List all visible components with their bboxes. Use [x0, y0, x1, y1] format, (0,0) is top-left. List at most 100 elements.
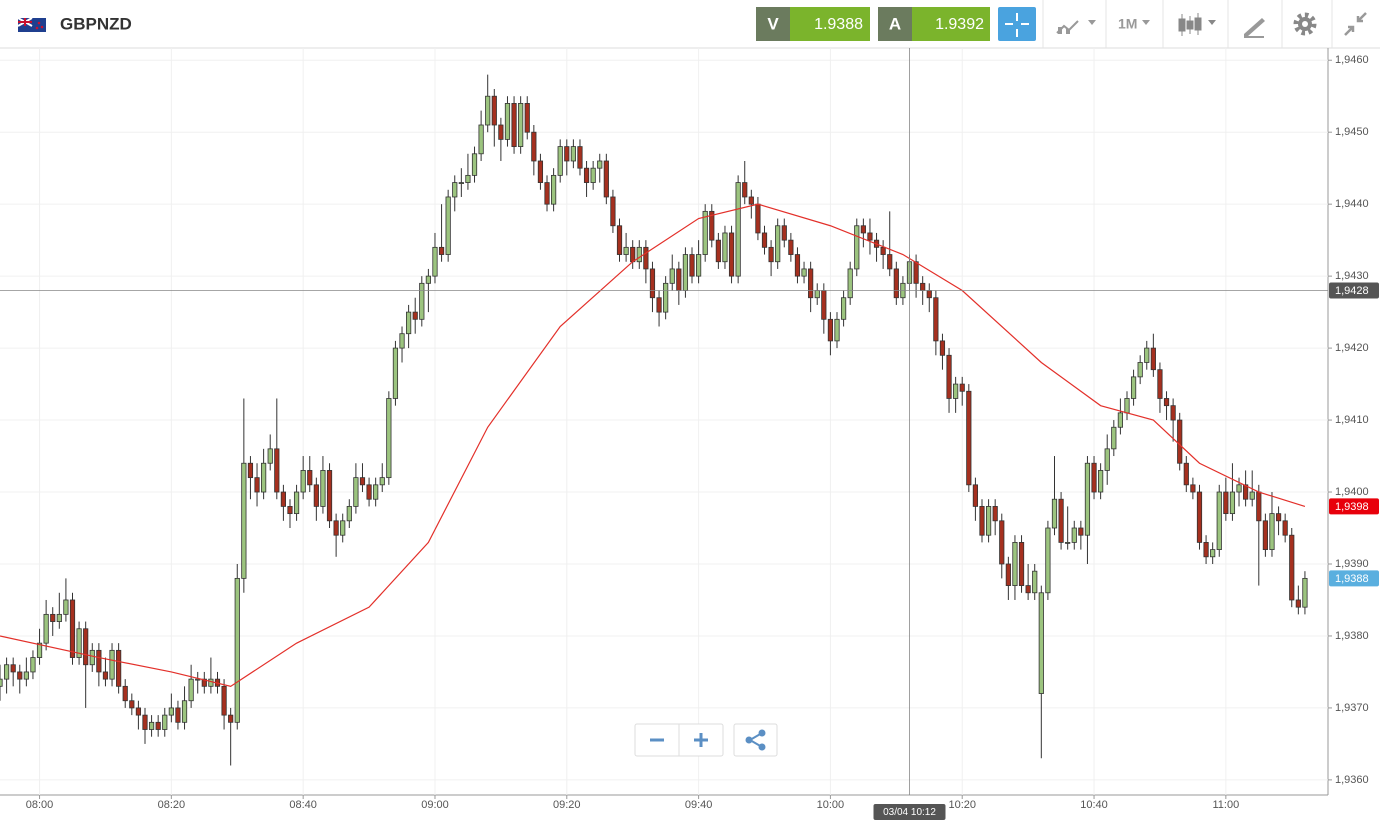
candle-body [999, 520, 1005, 565]
candle-body [1243, 484, 1249, 500]
flag [17, 17, 46, 32]
candle-body [1282, 520, 1288, 536]
candle-body [399, 333, 405, 349]
candle-body [959, 383, 965, 392]
candle-body [0, 678, 3, 687]
zoom-in-button[interactable] [694, 733, 708, 747]
price-marker [1329, 498, 1379, 515]
candle-body [933, 297, 939, 342]
candle-body [1025, 585, 1031, 594]
settings-button[interactable] [1293, 12, 1317, 36]
candle-body [1150, 347, 1156, 371]
sell-price: 1.9388 [814, 16, 863, 33]
candle-body [696, 254, 702, 277]
candle-body [1256, 491, 1262, 522]
candle-body [23, 671, 29, 680]
candle-body [76, 628, 82, 658]
candle-body [840, 297, 847, 320]
candle-body [1104, 448, 1110, 471]
candle-body [1196, 491, 1203, 543]
candle-body [293, 491, 300, 515]
candle-body [1289, 534, 1295, 601]
candle-body [1144, 347, 1150, 363]
candle-body [168, 707, 174, 716]
candle-body [373, 484, 379, 500]
candle-body [181, 700, 188, 723]
candle-body [524, 103, 530, 133]
candle-body [1203, 542, 1209, 558]
candle-body [1275, 513, 1282, 522]
candle-body [979, 506, 985, 536]
candle-body [83, 628, 89, 666]
crosshair-y-box [1329, 282, 1379, 299]
y-tick-label: 1,9370 [1335, 702, 1369, 714]
zoom-controls [634, 723, 778, 757]
candle-body [379, 477, 385, 486]
x-tick-label: 09:40 [685, 799, 713, 811]
candle-body [636, 246, 642, 263]
candle-body [69, 599, 76, 658]
candle-body [1269, 513, 1275, 550]
candle-body [1236, 484, 1242, 493]
candle-body [985, 506, 992, 536]
candle-body [1117, 412, 1123, 428]
candle-body [445, 196, 451, 255]
crosshair-button[interactable] [998, 7, 1036, 41]
price-marker-label: 1,9398 [1335, 501, 1369, 513]
candle-body [36, 642, 43, 658]
buy-button[interactable]: A 1.9392 [878, 7, 990, 41]
share-button[interactable] [733, 723, 778, 757]
candle-body [689, 254, 695, 277]
candle-body [340, 520, 346, 536]
candle-body [610, 196, 616, 227]
candle-body [992, 506, 998, 522]
y-tick-label: 1,9460 [1335, 54, 1369, 66]
crosshair-x-box [873, 804, 946, 820]
candle-body [808, 268, 814, 299]
candle-body [280, 491, 286, 507]
candle-body [755, 203, 761, 234]
candle-body [116, 649, 122, 687]
candle-body [728, 232, 735, 277]
candle-body [247, 462, 254, 479]
candle-body [1223, 491, 1229, 515]
candle-body [1038, 592, 1044, 694]
candle-body [346, 506, 352, 522]
sell-button[interactable]: V 1.9388 [756, 7, 870, 41]
timeframe-button[interactable]: 1M [1118, 16, 1150, 32]
header-bar [0, 0, 1380, 48]
candle-body [432, 246, 438, 277]
candle-body [148, 721, 155, 730]
candle-body [201, 678, 207, 687]
toolbar-separators [1042, 0, 1333, 48]
candle-body [458, 182, 464, 184]
draw-button[interactable] [1244, 18, 1265, 38]
candle-body [722, 232, 728, 263]
collapse-button[interactable] [1344, 12, 1367, 36]
candle-body [794, 254, 801, 277]
candle-body [208, 678, 214, 687]
candle-body [682, 254, 689, 291]
y-tick-label: 1,9400 [1335, 486, 1369, 498]
candle-body [366, 484, 372, 500]
candle-body [953, 383, 959, 399]
candle-body [676, 268, 682, 291]
y-tick-label: 1,9450 [1335, 126, 1369, 138]
candle-body [623, 246, 629, 255]
candle-body [1130, 376, 1137, 399]
candle-body [10, 664, 16, 673]
candle-style-button[interactable] [1178, 13, 1216, 36]
chart-type-button[interactable] [1056, 20, 1096, 34]
candle-body [616, 225, 623, 255]
candle-body [1163, 398, 1170, 407]
candle-body [241, 462, 247, 579]
candle-body [425, 275, 431, 284]
x-tick-label: 09:20 [553, 799, 581, 811]
candle-body [17, 671, 23, 680]
x-tick-label: 10:20 [948, 799, 976, 811]
candle-body [135, 707, 142, 716]
y-tick-label: 1,9420 [1335, 342, 1369, 354]
candle-body [406, 311, 412, 335]
candle-body [1078, 527, 1084, 536]
candle-body [1045, 527, 1051, 594]
